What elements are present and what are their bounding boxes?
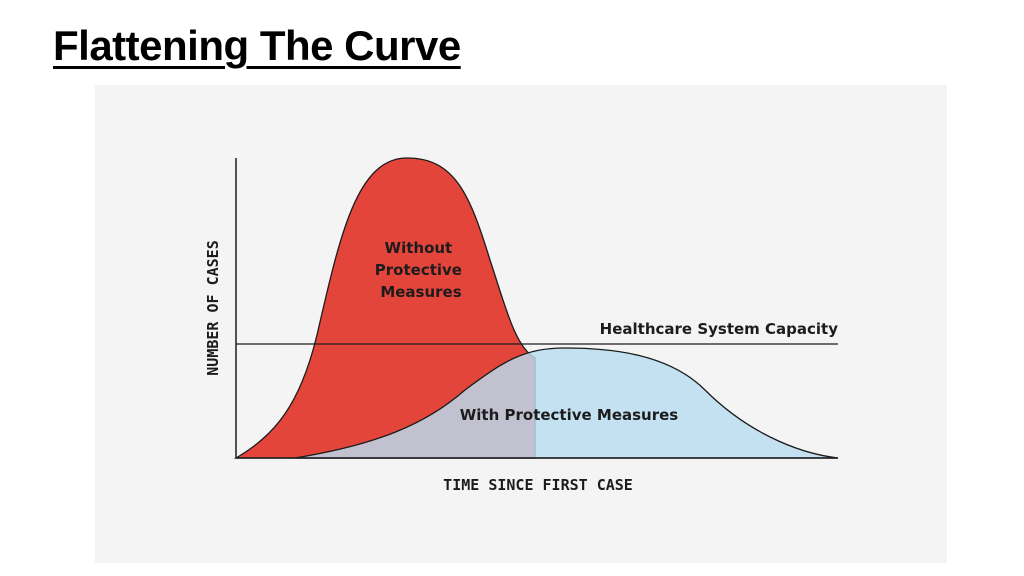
- flatten-curve-chart: Healthcare System Capacity Without Prote…: [204, 157, 839, 494]
- with-measures-area: [294, 347, 839, 459]
- slide-title: Flattening The Curve: [53, 22, 461, 69]
- y-axis-label: NUMBER OF CASES: [204, 240, 222, 375]
- without-label-line-3: Measures: [380, 283, 461, 301]
- capacity-label: Healthcare System Capacity: [600, 320, 839, 338]
- without-label-line-2: Protective: [375, 261, 462, 279]
- with-measures-label: With Protective Measures: [460, 406, 679, 424]
- without-label-line-1: Without: [385, 239, 453, 257]
- chart-panel: Healthcare System Capacity Without Prote…: [95, 85, 947, 563]
- without-measures-label: Without Protective Measures: [375, 239, 467, 301]
- x-axis-label: TIME SINCE FIRST CASE: [443, 476, 633, 494]
- without-measures-area: [233, 157, 536, 459]
